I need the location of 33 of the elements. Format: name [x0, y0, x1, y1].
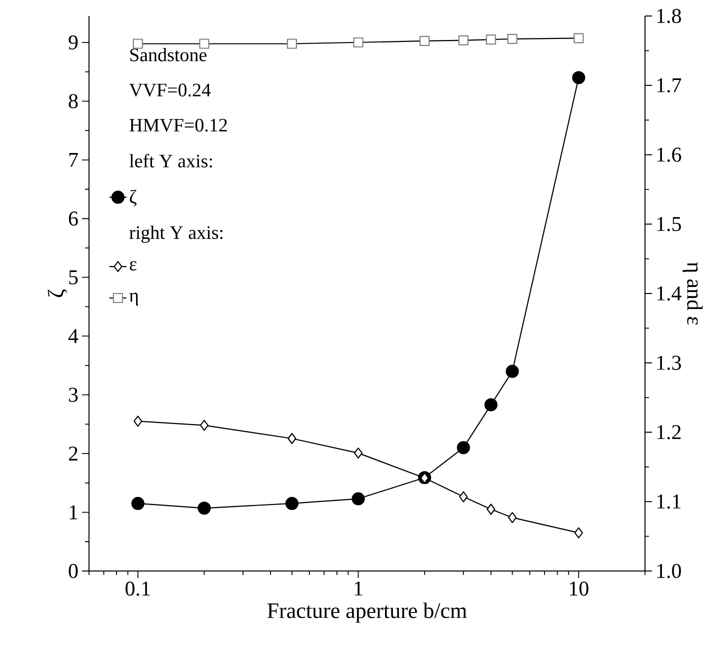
y2-tick-label: 1.6	[657, 148, 682, 162]
y-tick-label: 9	[68, 35, 78, 50]
y-tick-label: 2	[68, 446, 78, 460]
y2-tick-label: 1.8	[657, 8, 681, 24]
y2-tick-label: 1.0	[657, 564, 681, 578]
x-axis-title: Fracture aperture b/cm	[267, 602, 467, 623]
annotation: VVF=0.24	[129, 84, 211, 97]
y-tick-label: 3	[69, 388, 78, 402]
y-tick-label: 1	[70, 505, 78, 520]
annotation: HMVF=0.12	[130, 118, 227, 132]
y-tick-label: 5	[69, 270, 78, 284]
y2-tick-label: 1.2	[657, 425, 681, 440]
y-tick-label: 6	[68, 212, 78, 226]
y-tick-label: 7	[69, 153, 78, 167]
annotation: left Y axis:	[129, 154, 212, 168]
annotation: right Y axis:	[129, 226, 222, 243]
x-tick-label: 10	[570, 582, 588, 596]
y2-tick-label: 1.3	[657, 356, 681, 370]
y2-tick-label: 1.1	[657, 494, 680, 509]
legend-label: ε	[130, 261, 136, 270]
legend-label: ζ	[130, 190, 136, 206]
legend-label: η	[129, 292, 138, 306]
y2-tick-label: 1.4	[657, 286, 682, 301]
x-tick-label: 1	[354, 582, 362, 596]
y2-tick-label: 1.7	[657, 78, 682, 92]
y-axis-title: ζ	[48, 289, 68, 298]
y-tick-label: 4	[68, 329, 78, 343]
annotation: Sandstone	[130, 48, 207, 62]
y-tick-label: 8	[68, 94, 78, 108]
y-tick-label: 0	[68, 564, 78, 578]
x-tick-label: 0.1	[126, 582, 150, 596]
y2-axis-title: η and ε	[682, 262, 703, 325]
y2-tick-label: 1.5	[657, 217, 681, 232]
